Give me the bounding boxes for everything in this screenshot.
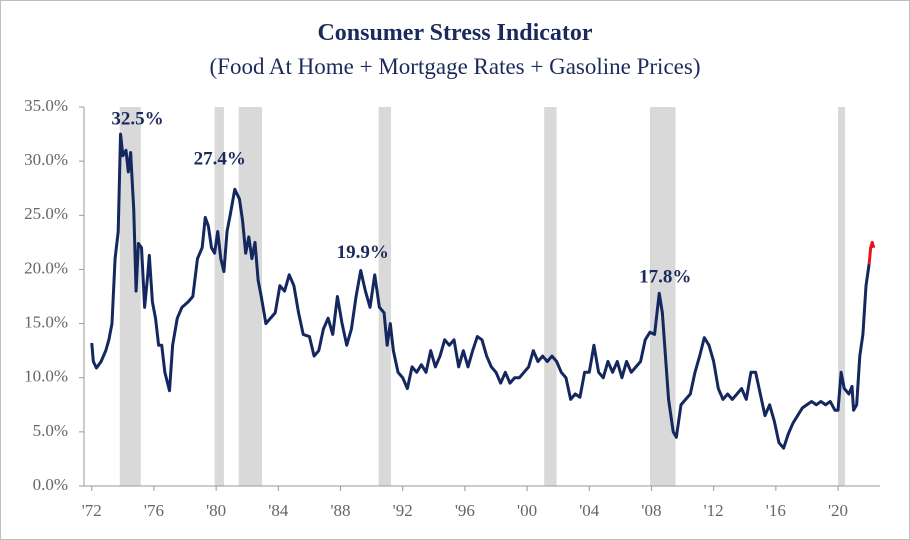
annotation: 27.4%	[194, 149, 246, 170]
y-tick-label: 15.0%	[24, 312, 68, 331]
x-tick-label: '80	[206, 501, 226, 520]
x-tick-label: '92	[393, 501, 413, 520]
y-tick-label: 20.0%	[24, 258, 68, 277]
annotation: 17.8%	[639, 267, 691, 288]
x-tick-label: '00	[517, 501, 537, 520]
x-tick-label: '84	[268, 501, 289, 520]
recession-band	[214, 107, 224, 486]
recession-band	[838, 107, 846, 486]
x-tick-label: '04	[579, 501, 600, 520]
y-tick-label: 0.0%	[33, 475, 68, 494]
y-tick-label: 30.0%	[24, 150, 68, 169]
x-tick-label: '88	[330, 501, 350, 520]
recession-band	[378, 107, 392, 486]
y-tick-label: 35.0%	[24, 96, 68, 115]
annotation: 32.5%	[111, 108, 163, 129]
x-tick-label: '20	[828, 501, 848, 520]
x-tick-label: '12	[704, 501, 724, 520]
recession-band	[238, 107, 263, 486]
y-tick-label: 10.0%	[24, 367, 68, 386]
x-tick-label: '76	[144, 501, 164, 520]
x-tick-label: '72	[82, 501, 102, 520]
chart-subtitle: (Food At Home + Mortgage Rates + Gasolin…	[210, 54, 701, 79]
x-tick-label: '08	[641, 501, 661, 520]
series-line	[90, 132, 871, 450]
recession-band	[119, 107, 141, 486]
x-tick-label: '96	[455, 501, 475, 520]
y-tick-label: 5.0%	[33, 421, 68, 440]
x-tick-label: '16	[766, 501, 786, 520]
recession-band	[544, 107, 557, 486]
annotation: 19.9%	[337, 242, 389, 263]
chart-title: Consumer Stress Indicator	[317, 20, 592, 46]
y-tick-label: 25.0%	[24, 204, 68, 223]
series-line	[867, 240, 876, 265]
